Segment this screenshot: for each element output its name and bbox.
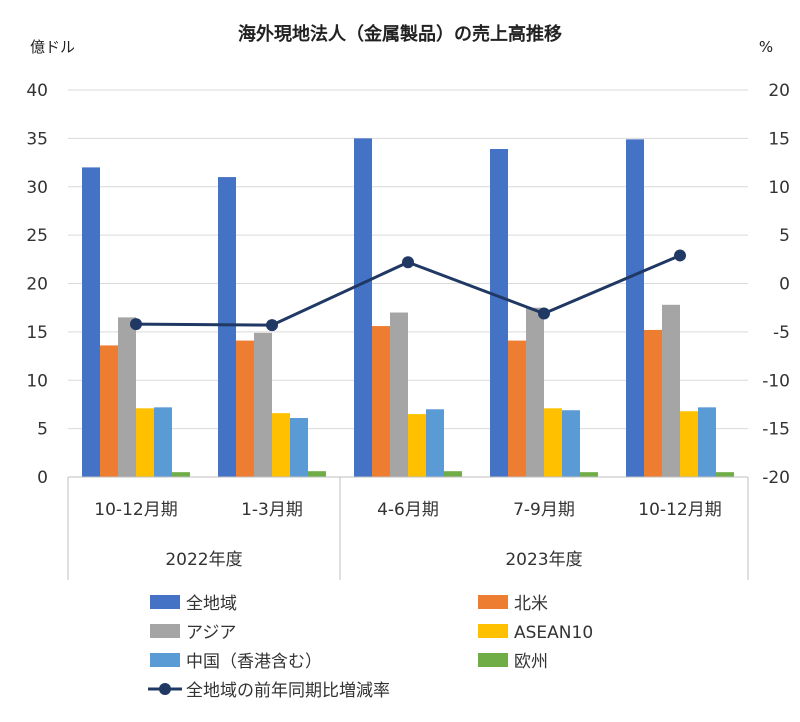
y-tick-label: 40 bbox=[26, 81, 48, 101]
x-tick-label: 4-6月期 bbox=[377, 500, 439, 520]
chart-title: 海外現地法人（金属製品）の売上高推移 bbox=[238, 23, 562, 45]
bar bbox=[172, 472, 190, 477]
bar bbox=[390, 312, 408, 477]
bar bbox=[490, 149, 508, 477]
bar bbox=[408, 414, 426, 477]
x-tick-label: 10-12月期 bbox=[638, 500, 721, 520]
y2-tick-label: 10 bbox=[768, 178, 790, 198]
y-tick-label: 10 bbox=[26, 371, 48, 391]
bar bbox=[580, 472, 598, 477]
y2-tick-label: 20 bbox=[768, 81, 790, 101]
bar bbox=[544, 408, 562, 477]
y2-tick-label: 0 bbox=[779, 275, 790, 295]
bar bbox=[644, 329, 662, 477]
y-tick-label: 30 bbox=[26, 178, 48, 198]
legend-label: 中国（香港含む） bbox=[186, 652, 322, 672]
y2-tick-label: -20 bbox=[762, 468, 790, 488]
legend-swatch bbox=[478, 624, 508, 638]
legend-swatch bbox=[150, 595, 180, 609]
legend-label: アジア bbox=[186, 623, 236, 643]
bar bbox=[308, 471, 326, 477]
bar bbox=[290, 417, 308, 477]
bar bbox=[662, 304, 680, 477]
bar bbox=[154, 407, 172, 477]
bar bbox=[698, 407, 716, 477]
y-tick-label: 0 bbox=[37, 468, 48, 488]
line-point bbox=[130, 318, 142, 331]
bar bbox=[508, 340, 526, 477]
line-point bbox=[674, 249, 686, 262]
bar bbox=[100, 345, 118, 477]
bar bbox=[626, 139, 644, 477]
bar bbox=[254, 332, 272, 477]
bar bbox=[272, 413, 290, 477]
line-point bbox=[538, 307, 550, 320]
y2-tick-label: 15 bbox=[768, 129, 790, 149]
bar bbox=[526, 307, 544, 477]
legend-label: 全地域の前年同期比増減率 bbox=[186, 681, 390, 701]
y-tick-label: 25 bbox=[26, 226, 48, 246]
legend-swatch bbox=[478, 595, 508, 609]
bar bbox=[136, 408, 154, 477]
legend-label: 全地域 bbox=[186, 594, 237, 614]
bar bbox=[444, 471, 462, 477]
right-axis-unit: % bbox=[759, 38, 773, 56]
y-tick-label: 35 bbox=[26, 129, 48, 149]
legend-swatch bbox=[150, 653, 180, 667]
legend-swatch bbox=[478, 653, 508, 667]
bar bbox=[426, 409, 444, 477]
bar bbox=[218, 177, 236, 477]
y2-tick-label: 5 bbox=[779, 226, 790, 246]
x-tick-label: 1-3月期 bbox=[241, 500, 303, 520]
y2-tick-label: -5 bbox=[773, 323, 790, 343]
y2-tick-label: -10 bbox=[762, 371, 790, 391]
year-group-label: 2022年度 bbox=[165, 550, 242, 570]
legend-swatch bbox=[150, 624, 180, 638]
y-tick-label: 5 bbox=[37, 420, 48, 440]
bar bbox=[236, 340, 254, 477]
bar bbox=[716, 472, 734, 477]
y-tick-label: 15 bbox=[26, 323, 48, 343]
x-tick-label: 10-12月期 bbox=[94, 500, 177, 520]
legend-label: 北米 bbox=[514, 594, 548, 614]
legend-line-marker bbox=[159, 683, 171, 695]
line-point bbox=[402, 256, 414, 269]
bar bbox=[680, 411, 698, 477]
y-tick-label: 20 bbox=[26, 275, 48, 295]
left-axis-unit: 億ドル bbox=[30, 38, 75, 56]
legend-label: 欧州 bbox=[514, 652, 548, 672]
legend-label: ASEAN10 bbox=[514, 623, 593, 643]
bar bbox=[82, 167, 100, 477]
bar bbox=[372, 326, 390, 477]
bar bbox=[562, 410, 580, 477]
bar bbox=[354, 138, 372, 477]
bar bbox=[118, 317, 136, 477]
year-group-label: 2023年度 bbox=[505, 550, 582, 570]
line-point bbox=[266, 319, 278, 332]
y2-tick-label: -15 bbox=[762, 420, 790, 440]
x-tick-label: 7-9月期 bbox=[513, 500, 575, 520]
